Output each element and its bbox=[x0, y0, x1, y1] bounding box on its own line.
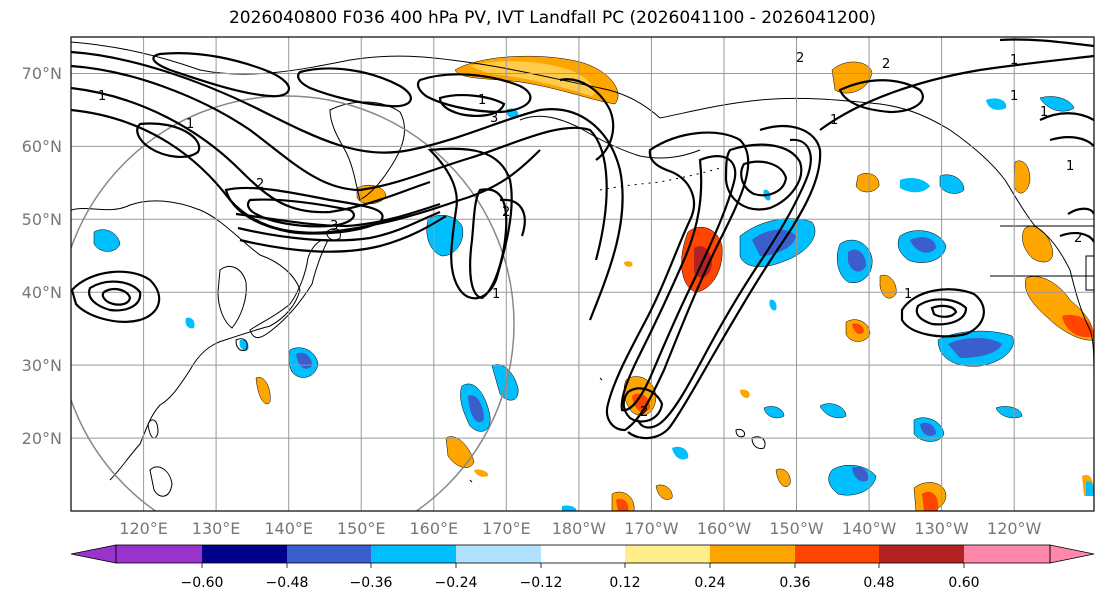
contour-label: 1 bbox=[492, 287, 500, 302]
lat-label: 40°N bbox=[22, 283, 62, 302]
contour-labels: 1 1 2 3 3 1 2 1 2 1 1 1 2 2 1 2 1 1 bbox=[98, 51, 1082, 420]
colorbar-tick-label: −0.24 bbox=[435, 575, 478, 591]
colorbar-tick-label: 0.24 bbox=[694, 575, 725, 591]
colorbar-tick-label: 0.48 bbox=[863, 575, 894, 591]
lon-label: 150°W bbox=[769, 519, 824, 538]
colorbar-segment bbox=[964, 545, 1050, 563]
lat-label: 60°N bbox=[22, 137, 62, 156]
contour-label: 2 bbox=[502, 205, 510, 220]
lat-label: 70°N bbox=[22, 64, 62, 83]
contour-label: 2 bbox=[1074, 231, 1082, 246]
positive-anomaly-area bbox=[255, 55, 1094, 511]
lat-label: 30°N bbox=[22, 356, 62, 375]
contour-label: 1 bbox=[1066, 159, 1074, 174]
longitude-labels: 120°E 130°E 140°E 150°E 160°E 170°E 180°… bbox=[119, 519, 1041, 538]
contour-label: 1 bbox=[904, 287, 912, 302]
colorbar-segment bbox=[625, 545, 710, 563]
lon-label: 130°W bbox=[914, 519, 969, 538]
lon-label: 130°E bbox=[192, 519, 241, 538]
colorbar: −0.60 −0.48 −0.36 −0.24 −0.12 0.12 0.24 … bbox=[70, 544, 1095, 591]
lat-label: 50°N bbox=[22, 210, 62, 229]
map-title: 2026040800 F036 400 hPa PV, IVT Landfall… bbox=[228, 8, 876, 28]
contour-label: 1 bbox=[98, 89, 106, 104]
lon-label: 120°W bbox=[987, 519, 1042, 538]
contour-label: 1 bbox=[186, 117, 194, 132]
contour-label: 1 bbox=[1010, 53, 1018, 68]
contour-label: 1 bbox=[830, 113, 838, 128]
colorbar-tick-label: −0.48 bbox=[266, 575, 309, 591]
colorbar-tick-label: 0.12 bbox=[609, 575, 640, 591]
colorbar-tick-label: −0.60 bbox=[181, 575, 224, 591]
colorbar-extend-high bbox=[1049, 544, 1095, 564]
colorbar-tick-label: 0.60 bbox=[948, 575, 979, 591]
contour-label: 2 bbox=[256, 177, 264, 192]
colorbar-segment bbox=[710, 545, 795, 563]
contour-label: 3 bbox=[330, 219, 338, 234]
lon-label: 140°W bbox=[842, 519, 897, 538]
latitude-labels: 70°N 60°N 50°N 40°N 30°N 20°N bbox=[22, 64, 62, 448]
colorbar-extend-low bbox=[70, 544, 117, 564]
lon-label: 170°W bbox=[624, 519, 679, 538]
colorbar-segment bbox=[541, 545, 625, 563]
lon-label: 120°E bbox=[119, 519, 168, 538]
colorbar-segment bbox=[879, 545, 964, 563]
lon-label: 150°E bbox=[337, 519, 386, 538]
graticule bbox=[71, 37, 1094, 511]
colorbar-tick-label: −0.12 bbox=[520, 575, 563, 591]
lon-label: 160°W bbox=[697, 519, 752, 538]
lon-label: 140°E bbox=[264, 519, 313, 538]
landfall-region-circle bbox=[71, 95, 515, 511]
colorbar-segment bbox=[287, 545, 371, 563]
lon-label: 170°E bbox=[482, 519, 531, 538]
colorbar-segment bbox=[116, 545, 202, 563]
colorbar-segment bbox=[456, 545, 541, 563]
contour-label: 2 bbox=[882, 57, 890, 72]
colorbar-segment bbox=[371, 545, 456, 563]
colorbar-segment bbox=[795, 545, 879, 563]
contour-label: 2 bbox=[796, 51, 804, 66]
contour-label: 1 bbox=[1010, 89, 1018, 104]
lon-label: 160°E bbox=[409, 519, 458, 538]
colorbar-tick-label: 0.36 bbox=[779, 575, 810, 591]
map-panel bbox=[71, 37, 1094, 511]
contour-label: 3 bbox=[490, 111, 498, 126]
map-frame bbox=[70, 36, 1095, 512]
colorbar-outline bbox=[115, 544, 1051, 564]
contour-label: 1 bbox=[478, 93, 486, 108]
pv-contours bbox=[71, 38, 1094, 440]
lat-label: 20°N bbox=[22, 429, 62, 448]
pv-shading bbox=[93, 55, 1094, 511]
contour-label: 1 bbox=[1040, 105, 1048, 120]
coastlines bbox=[71, 41, 1094, 497]
colorbar-segment bbox=[202, 545, 287, 563]
colorbar-tick-label: −0.36 bbox=[350, 575, 393, 591]
lon-label: 180°W bbox=[552, 519, 607, 538]
contour-label: 2 bbox=[640, 405, 648, 420]
